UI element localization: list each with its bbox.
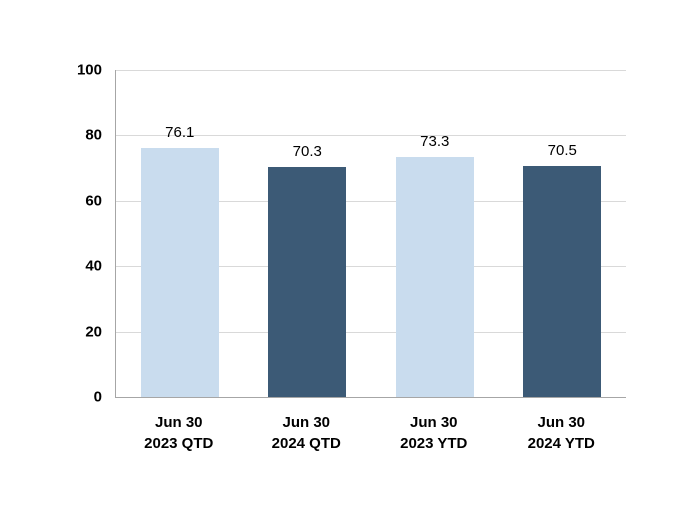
y-tick-label: 40: [85, 257, 102, 275]
bar: [395, 157, 474, 397]
bar-slot: 73.3: [371, 70, 499, 397]
x-axis-category-labels: Jun 30 2023 QTD Jun 30 2024 QTD Jun 30 202…: [115, 412, 625, 454]
x-category-label: Jun 30 2024 YTD: [527, 414, 595, 452]
plot-area: 0 20 40 60 80 100 76.1 70.3 73.3 70.5: [77, 62, 626, 406]
y-tick-label: 80: [85, 126, 102, 144]
y-tick-label: 100: [76, 61, 102, 79]
bar-slot: 76.1: [116, 70, 244, 397]
y-tick-label: 60: [85, 192, 102, 210]
gridline: [116, 70, 626, 71]
bar-series: 76.1 70.3 73.3 70.5: [116, 70, 626, 397]
gridline: [116, 331, 626, 333]
x-category-label: Jun 30 2023 QTD: [144, 414, 214, 452]
bar-slot: 70.3: [244, 70, 372, 397]
bar-value-label: 70.5: [547, 142, 577, 160]
gridline: [116, 135, 626, 137]
gridline: [116, 266, 626, 268]
bar: [140, 148, 219, 397]
x-category-label: Jun 30 2023 YTD: [400, 414, 468, 452]
bar-slot: 70.5: [499, 70, 627, 397]
x-category-label: Jun 30 2024 QTD: [271, 414, 341, 452]
y-tick-label: 0: [93, 388, 102, 406]
bar: [268, 167, 347, 397]
y-tick-label: 20: [85, 323, 102, 341]
bar-value-label: 70.3: [292, 143, 322, 161]
gridline: [116, 200, 626, 202]
bar-value-label: 73.3: [420, 133, 450, 151]
bar: [523, 166, 602, 397]
bar-value-label: 76.1: [165, 124, 195, 142]
